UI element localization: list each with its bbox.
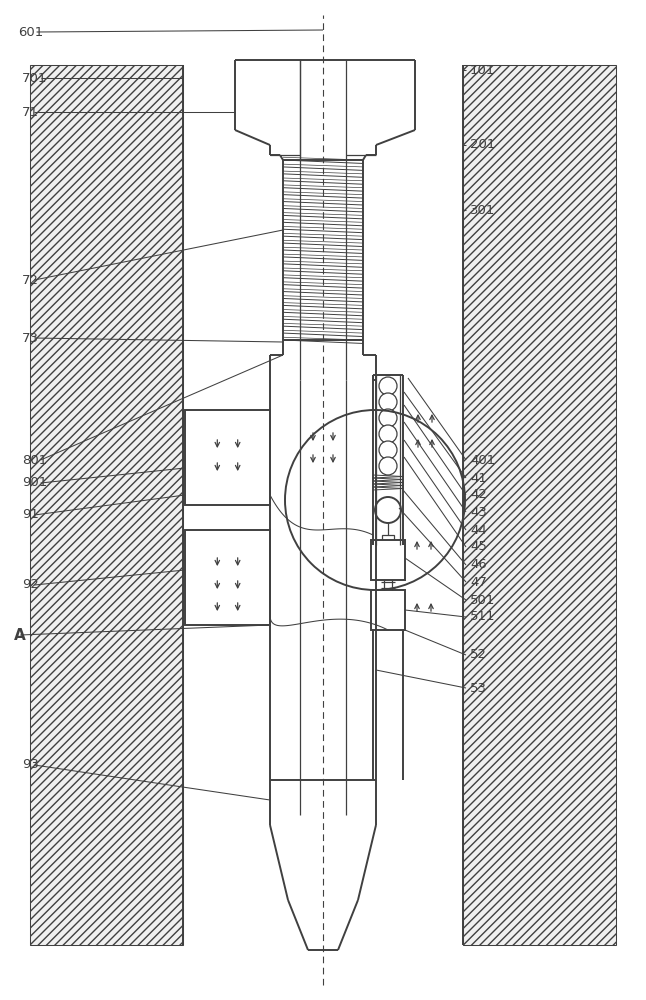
Text: 72: 72 (22, 273, 39, 286)
Circle shape (379, 393, 397, 411)
Bar (382, 535, 394, 543)
Text: 93: 93 (22, 758, 39, 772)
Text: 53: 53 (470, 682, 487, 694)
Text: 47: 47 (470, 576, 487, 588)
Circle shape (379, 409, 397, 427)
Text: 701: 701 (22, 72, 47, 85)
Bar (30, 65, 183, 945)
Text: 801: 801 (22, 454, 47, 466)
Circle shape (375, 497, 401, 523)
Text: 41: 41 (470, 472, 487, 485)
Bar (185, 410, 270, 505)
Text: 301: 301 (470, 204, 495, 217)
Text: 46: 46 (470, 558, 486, 572)
Text: 401: 401 (470, 454, 495, 466)
Circle shape (379, 457, 397, 475)
Text: 71: 71 (22, 105, 39, 118)
Circle shape (379, 425, 397, 443)
Text: 52: 52 (470, 648, 487, 662)
Text: 501: 501 (470, 593, 495, 606)
Circle shape (379, 441, 397, 459)
Text: 45: 45 (470, 540, 487, 554)
Text: A: A (14, 628, 26, 643)
Circle shape (379, 377, 397, 395)
Bar (463, 65, 616, 945)
Text: 511: 511 (470, 610, 495, 624)
Text: 101: 101 (470, 64, 495, 77)
Text: 43: 43 (470, 506, 487, 518)
Text: 901: 901 (22, 477, 47, 489)
Text: 73: 73 (22, 332, 39, 344)
Text: 92: 92 (22, 578, 39, 591)
Bar (371, 590, 405, 630)
Bar (463, 65, 616, 945)
Text: 44: 44 (470, 524, 486, 536)
Text: 201: 201 (470, 138, 495, 151)
Bar (371, 540, 405, 580)
Text: 91: 91 (22, 508, 39, 522)
Bar (30, 65, 183, 945)
Text: 601: 601 (18, 25, 43, 38)
Text: 42: 42 (470, 488, 487, 502)
Bar (185, 530, 270, 625)
